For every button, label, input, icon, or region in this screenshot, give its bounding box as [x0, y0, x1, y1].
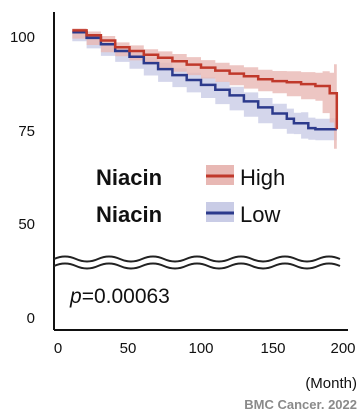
legend-label-high: High [240, 165, 285, 190]
x-tick-0: 0 [54, 340, 62, 357]
source-credit: BMC Cancer. 2022 [244, 397, 357, 412]
tick-labels: 100 75 50 0 0 50 100 150 200 [10, 29, 356, 357]
x-tick-150: 150 [260, 340, 285, 357]
survival-line-high [72, 29, 339, 130]
y-tick-100: 100 [10, 29, 35, 46]
y-tick-50: 50 [18, 216, 35, 233]
legend-label-low: Low [240, 202, 280, 227]
axes [53, 12, 348, 331]
series-lines [72, 29, 339, 131]
x-tick-200: 200 [330, 340, 355, 357]
y-tick-75: 75 [18, 123, 35, 140]
x-tick-50: 50 [120, 340, 137, 357]
legend: Niacin High Niacin Low [96, 165, 285, 227]
p-symbol: p [69, 285, 82, 308]
axis-break [53, 255, 341, 270]
axis-break-wave-upper [53, 255, 341, 263]
x-axis-unit-label: (Month) [305, 375, 357, 392]
y-tick-0: 0 [27, 310, 35, 327]
x-tick-100: 100 [188, 340, 213, 357]
axis-break-wave-lower [53, 262, 341, 270]
p-number: =0.00063 [82, 285, 170, 308]
p-value-annotation: p=0.00063 [69, 285, 170, 308]
legend-group-label-low: Niacin [96, 202, 162, 227]
ci-band-high [72, 28, 337, 149]
legend-group-label-high: Niacin [96, 165, 162, 190]
confidence-bands [72, 28, 337, 149]
survival-line-low [72, 30, 337, 131]
